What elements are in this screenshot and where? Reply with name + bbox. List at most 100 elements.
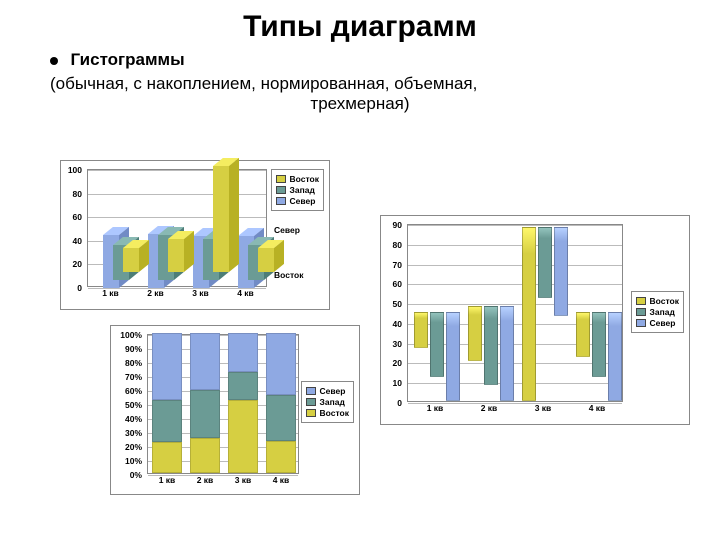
y-tick-label: 20% xyxy=(125,442,142,452)
legend-swatch xyxy=(636,297,646,305)
stack-segment xyxy=(152,333,182,400)
y-tick-label: 60 xyxy=(73,212,82,222)
y-tick-label: 0 xyxy=(397,398,402,408)
legend-label: Запад xyxy=(320,397,345,407)
legend: ВостокЗападСевер xyxy=(271,169,324,211)
stack-segment xyxy=(228,372,258,400)
heading-text: Гистограммы xyxy=(70,50,184,69)
stack-segment xyxy=(266,441,296,473)
y-tick-label: 70 xyxy=(393,260,402,270)
stack-segment xyxy=(266,333,296,395)
bar-cluster xyxy=(576,312,622,401)
stack-segment xyxy=(228,333,258,372)
x-tick-label: 3 кв xyxy=(535,403,552,413)
z-label-back: Север xyxy=(274,225,300,235)
chart-stacked-100: 0%10%20%30%40%50%60%70%80%90%100%1 кв2 к… xyxy=(110,325,360,495)
chart-clustered: 01020304050607080901 кв2 кв3 кв4 кв Восто… xyxy=(380,215,690,425)
y-tick-label: 40 xyxy=(393,319,402,329)
y-tick-label: 30 xyxy=(393,339,402,349)
bar xyxy=(554,227,568,316)
legend-item: Север xyxy=(276,196,319,206)
stack-segment xyxy=(228,400,258,473)
heading-block: Гистограммы xyxy=(0,44,720,74)
y-tick-label: 80% xyxy=(125,358,142,368)
legend-label: Запад xyxy=(650,307,675,317)
x-tick-label: 1 кв xyxy=(159,475,176,485)
chart-3d-bar: 0204060801001 кв2 кв3 кв4 квСеверВостокВ… xyxy=(60,160,330,310)
bullet-icon xyxy=(50,57,58,65)
y-tick-label: 40 xyxy=(73,236,82,246)
x-tick-label: 4 кв xyxy=(589,403,606,413)
legend-swatch xyxy=(306,409,316,417)
bar xyxy=(414,312,428,348)
bar xyxy=(500,306,514,401)
y-tick-label: 20 xyxy=(73,259,82,269)
y-tick-label: 10 xyxy=(393,378,402,388)
x-tick-label: 2 кв xyxy=(481,403,498,413)
legend-swatch xyxy=(276,175,286,183)
bar-cluster xyxy=(522,227,568,401)
subtitle-line2: трехмерная) xyxy=(0,94,720,114)
stack-segment xyxy=(190,390,220,438)
y-tick-label: 70% xyxy=(125,372,142,382)
y-tick-label: 80 xyxy=(73,189,82,199)
legend-label: Север xyxy=(650,318,676,328)
bar xyxy=(538,227,552,298)
bar xyxy=(592,312,606,377)
legend: СеверЗападВосток xyxy=(301,381,354,423)
y-tick-label: 60% xyxy=(125,386,142,396)
legend-swatch xyxy=(276,186,286,194)
z-label-front: Восток xyxy=(274,270,303,280)
legend-swatch xyxy=(306,387,316,395)
y-tick-label: 20 xyxy=(393,358,402,368)
y-tick-label: 90 xyxy=(393,220,402,230)
legend-item: Север xyxy=(306,386,349,396)
stack-segment xyxy=(152,400,182,442)
legend-label: Север xyxy=(320,386,346,396)
x-tick-label: 3 кв xyxy=(235,475,252,485)
plot-area: 0%10%20%30%40%50%60%70%80%90%100%1 кв2 к… xyxy=(147,334,299,474)
stacked-column xyxy=(228,333,258,473)
bar xyxy=(608,312,622,401)
stack-segment xyxy=(152,442,182,473)
bar-cluster xyxy=(414,312,460,401)
stack-segment xyxy=(190,333,220,390)
legend-label: Восток xyxy=(320,408,349,418)
x-tick-label: 1 кв xyxy=(427,403,444,413)
x-tick-label: 3 кв xyxy=(192,288,209,298)
legend-item: Восток xyxy=(636,296,679,306)
charts-area: 0204060801001 кв2 кв3 кв4 квСеверВостокВ… xyxy=(0,160,720,530)
y-tick-label: 50 xyxy=(393,299,402,309)
y-tick-label: 80 xyxy=(393,240,402,250)
stack-segment xyxy=(266,395,296,441)
stacked-column xyxy=(190,333,220,473)
legend-item: Восток xyxy=(276,174,319,184)
bar xyxy=(430,312,444,377)
legend-item: Запад xyxy=(636,307,679,317)
x-tick-label: 4 кв xyxy=(273,475,290,485)
stacked-column xyxy=(266,333,296,473)
y-tick-label: 0 xyxy=(77,283,82,293)
legend-label: Запад xyxy=(290,185,315,195)
legend-item: Восток xyxy=(306,408,349,418)
bar xyxy=(468,306,482,361)
y-tick-label: 100 xyxy=(68,165,82,175)
bar xyxy=(484,306,498,385)
stack-segment xyxy=(190,438,220,473)
bar xyxy=(576,312,590,357)
plot-area: 0204060801001 кв2 кв3 кв4 квСеверВосток xyxy=(87,169,267,287)
legend-swatch xyxy=(636,308,646,316)
x-tick-label: 1 кв xyxy=(102,288,119,298)
y-tick-label: 0% xyxy=(130,470,142,480)
y-tick-label: 10% xyxy=(125,456,142,466)
y-tick-label: 30% xyxy=(125,428,142,438)
bar xyxy=(522,227,536,401)
bar xyxy=(446,312,460,401)
bar-cluster xyxy=(468,306,514,401)
plot-area: 01020304050607080901 кв2 кв3 кв4 кв xyxy=(407,224,623,402)
legend-swatch xyxy=(306,398,316,406)
legend-item: Запад xyxy=(276,185,319,195)
y-tick-label: 90% xyxy=(125,344,142,354)
legend-label: Восток xyxy=(290,174,319,184)
y-tick-label: 40% xyxy=(125,414,142,424)
